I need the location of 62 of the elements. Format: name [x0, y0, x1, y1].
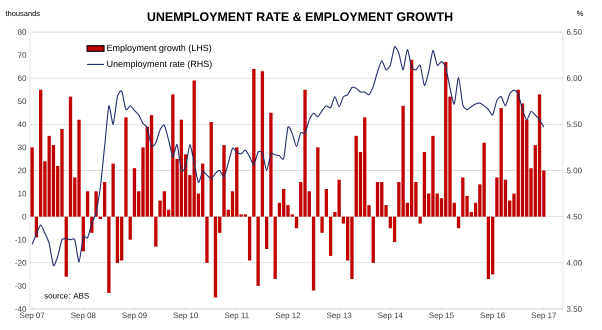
bar: [30, 147, 34, 217]
bar: [422, 152, 426, 217]
bar: [282, 188, 286, 217]
bar: [205, 216, 209, 263]
bar: [124, 117, 128, 217]
bar: [363, 117, 366, 217]
bar: [392, 216, 396, 242]
bar: [274, 216, 277, 279]
bar: [350, 216, 354, 279]
bar: [154, 216, 158, 247]
bar: [120, 216, 124, 261]
legend-label: Employment growth (LHS): [107, 44, 212, 53]
bar: [380, 182, 384, 217]
bar: [64, 216, 68, 277]
bar: [320, 216, 324, 233]
bar: [456, 216, 460, 228]
bar: [252, 68, 256, 217]
bar: [260, 71, 264, 217]
bar: [312, 216, 316, 291]
bar: [48, 136, 51, 217]
bar: [68, 96, 72, 217]
bar: [516, 90, 520, 217]
bar: [401, 106, 405, 217]
bar: [102, 182, 106, 217]
bar: [111, 164, 115, 217]
bar: [116, 216, 120, 263]
bar: [235, 147, 238, 217]
bar: [486, 216, 490, 279]
bar: [316, 147, 320, 217]
bar: [132, 168, 136, 217]
bar: [107, 216, 111, 293]
bar: [244, 214, 247, 217]
bar: [328, 216, 332, 256]
line-series: [32, 46, 544, 266]
bar: [214, 216, 218, 298]
bar: [337, 180, 341, 217]
bar: [410, 60, 414, 217]
bar: [500, 108, 503, 217]
bar: [418, 216, 422, 224]
bar: [376, 182, 380, 217]
bar: [171, 94, 175, 217]
bar: [431, 136, 435, 217]
bar: [372, 216, 375, 263]
bar: [294, 216, 298, 228]
bar: [60, 128, 64, 217]
bar: [180, 120, 184, 217]
bar: [256, 216, 260, 286]
bar: [354, 136, 358, 217]
legend-label: Unemployment rate (RHS): [107, 60, 212, 69]
bar: [162, 191, 166, 217]
bar: [248, 216, 252, 261]
bar: [482, 142, 486, 217]
bar: [264, 216, 268, 249]
bar: [128, 216, 132, 240]
bar: [201, 164, 204, 217]
bar: [461, 177, 464, 217]
bar: [444, 62, 448, 217]
bar: [77, 120, 81, 217]
bar: [39, 90, 42, 217]
bar: [210, 122, 213, 217]
chart-title: UNEMPLOYMENT RATE & EMPLOYMENT GROWTH: [148, 12, 452, 22]
bar: [324, 188, 328, 217]
